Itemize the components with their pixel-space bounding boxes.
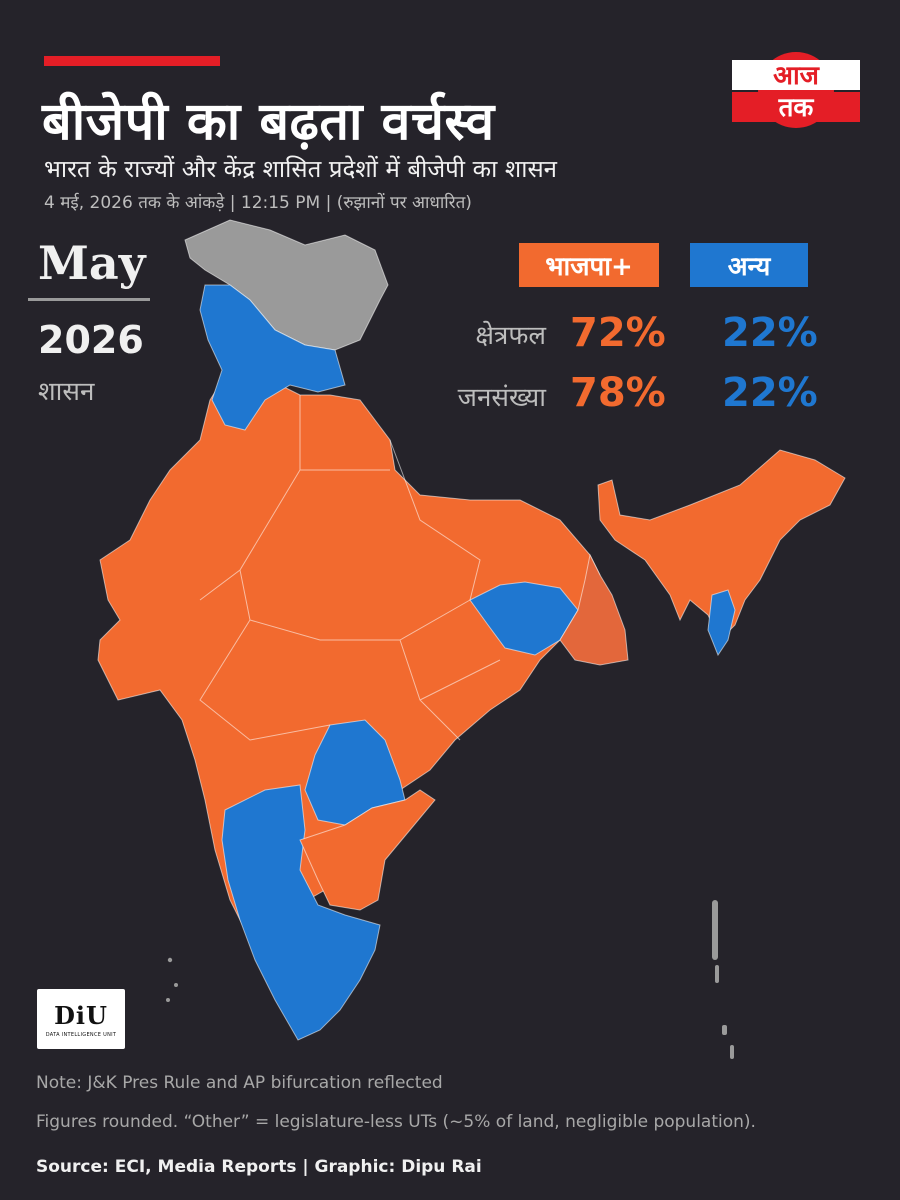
diu-logo-text: DiU xyxy=(54,1000,108,1030)
title-accent-bar xyxy=(44,56,220,66)
map-region-northeast xyxy=(597,449,846,641)
note-rounding: Figures rounded. “Other” = legislature-l… xyxy=(36,1112,756,1132)
source-credit: Source: ECI, Media Reports | Graphic: Di… xyxy=(36,1157,482,1177)
india-map xyxy=(97,219,846,1059)
page-subtitle: भारत के राज्यों और केंद्र शासित प्रदेशों… xyxy=(44,155,557,183)
population-bjp-value: 78% xyxy=(570,370,666,416)
logo-band-top xyxy=(732,60,860,90)
period-year: 2026 xyxy=(38,318,144,362)
legend-other: अन्य xyxy=(690,243,808,287)
logo-text-bottom: तक xyxy=(778,93,815,123)
diu-logo: DiU DATA INTELLIGENCE UNIT xyxy=(37,989,125,1049)
note-pres-rule: Note: J&K Pres Rule and AP bifurcation r… xyxy=(36,1073,443,1093)
logo-band-bottom xyxy=(732,92,860,122)
legend-bjp: भाजपा+ xyxy=(519,243,659,287)
area-bjp-value: 72% xyxy=(570,310,666,356)
dateline: 4 मई, 2026 तक के आंकड़े | 12:15 PM | (रु… xyxy=(44,193,472,213)
page-title: बीजेपी का बढ़ता वर्चस्व xyxy=(42,92,495,152)
period-month: May xyxy=(38,236,146,290)
period-label: शासन xyxy=(38,377,95,407)
map-region-himachal-punjab xyxy=(199,284,346,431)
map-state-borders xyxy=(199,395,501,741)
aaj-tak-logo: आज तक xyxy=(732,52,860,128)
population-other-value: 22% xyxy=(722,370,818,416)
map-region-mizoram xyxy=(707,589,736,657)
area-other-value: 22% xyxy=(722,310,818,356)
diu-logo-subtext: DATA INTELLIGENCE UNIT xyxy=(45,1031,117,1038)
logo-text-top: आज xyxy=(773,61,821,91)
map-region-west-bengal xyxy=(559,553,629,666)
map-region-jk-ladakh xyxy=(184,219,389,351)
area-label: क्षेत्रफल xyxy=(475,321,546,351)
map-region-lakshadweep xyxy=(166,957,178,1002)
map-region-andaman xyxy=(712,900,734,1059)
map-region-south xyxy=(221,784,381,1041)
period-divider xyxy=(28,298,150,301)
population-label: जनसंख्या xyxy=(457,383,546,413)
map-region-andhra xyxy=(299,789,436,911)
